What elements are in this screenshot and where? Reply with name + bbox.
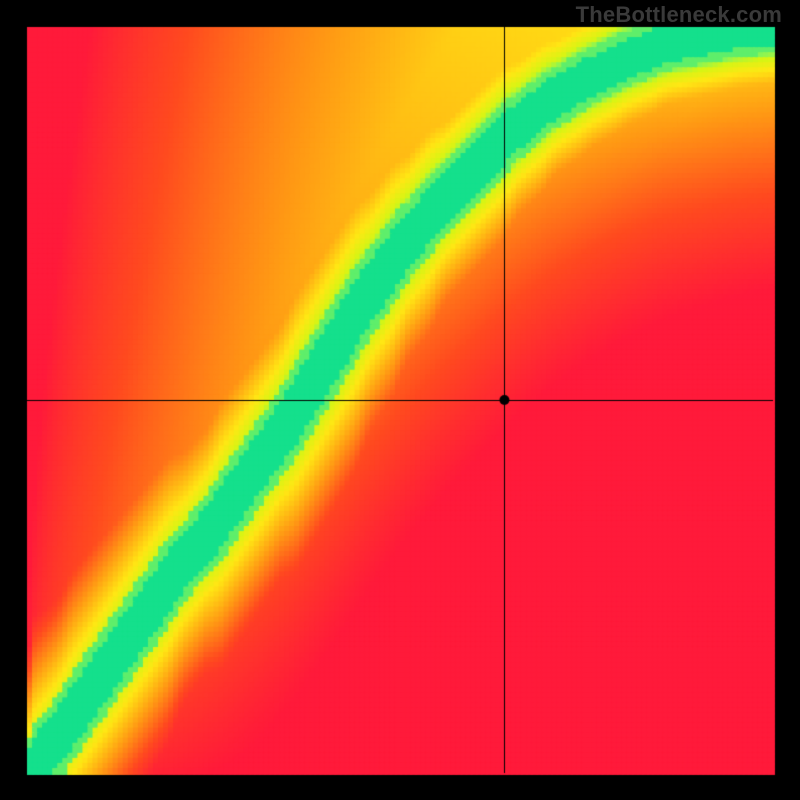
chart-container: TheBottleneck.com <box>0 0 800 800</box>
bottleneck-heatmap-canvas <box>0 0 800 800</box>
watermark-text: TheBottleneck.com <box>576 2 782 28</box>
